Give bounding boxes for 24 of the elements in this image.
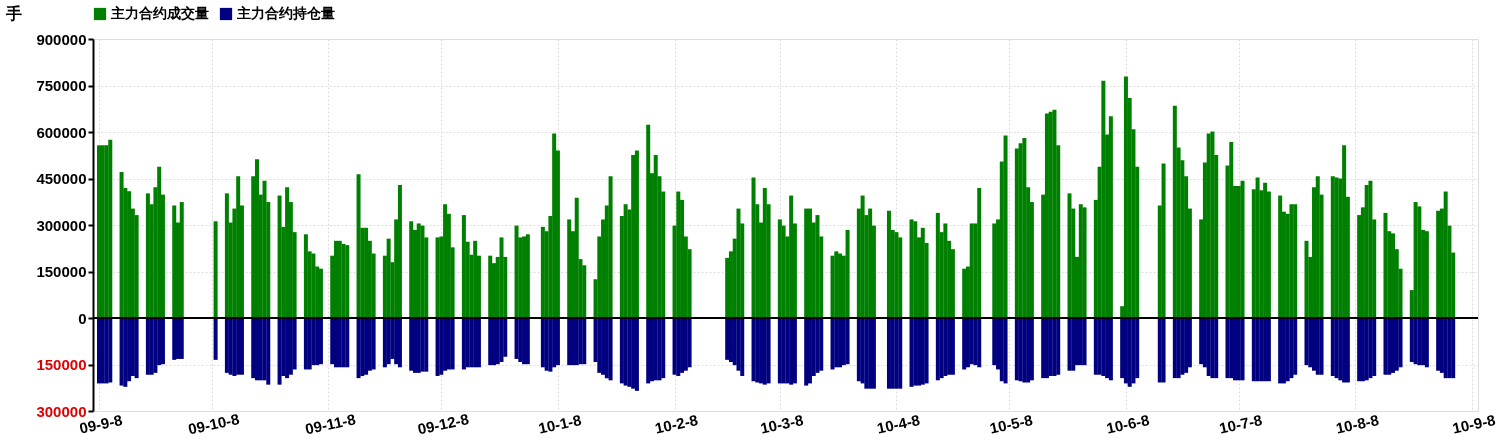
x-tick-label: 10-3-8 [758, 411, 805, 437]
x-tick-label: 09-10-8 [186, 410, 241, 438]
y-tick-label: 750000 [36, 77, 87, 94]
y-tick-label: 150000 [36, 356, 87, 373]
x-tick-label: 10-6-8 [1104, 411, 1151, 437]
y-tick-label: 150000 [36, 263, 87, 280]
y-axis-title: 手 [4, 4, 22, 22]
x-tick-label: 10-9-8 [1450, 411, 1497, 437]
y-tick-label: 900000 [36, 30, 87, 48]
x-tick-label: 10-7-8 [1217, 411, 1264, 437]
y-tick-label: 450000 [36, 170, 87, 187]
x-tick-label: 10-1-8 [536, 411, 583, 437]
y-tick-label: 300000 [36, 402, 87, 420]
y-tick-label: 600000 [36, 123, 87, 141]
x-tick-label: 10-2-8 [653, 411, 700, 437]
y-tick-label: 300000 [36, 216, 87, 234]
legend-label: 主力合约持仓量 [236, 5, 335, 21]
x-tick-label: 10-4-8 [875, 411, 922, 437]
legend-label: 主力合约成交量 [110, 5, 209, 21]
x-tick-label: 09-11-8 [303, 410, 357, 438]
x-tick-label: 10-5-8 [988, 411, 1035, 437]
x-tick-label: 10-8-8 [1334, 411, 1381, 437]
y-tick-label: 0 [78, 309, 87, 327]
x-tick-label: 09-12-8 [416, 410, 471, 438]
